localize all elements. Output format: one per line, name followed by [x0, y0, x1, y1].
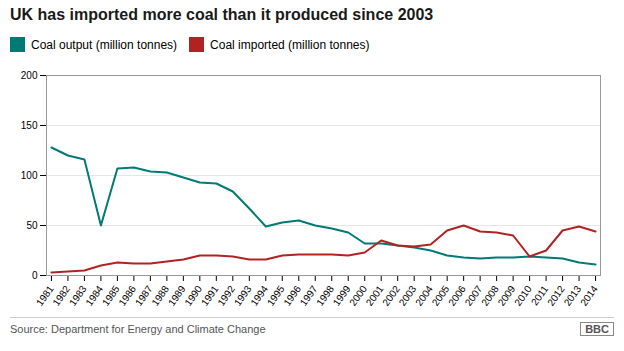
svg-text:1984: 1984: [83, 283, 106, 308]
svg-text:2000: 2000: [347, 283, 369, 308]
svg-text:1988: 1988: [149, 283, 172, 308]
svg-text:1989: 1989: [165, 283, 188, 308]
svg-text:2011: 2011: [529, 283, 551, 308]
svg-text:1993: 1993: [231, 283, 254, 308]
svg-text:50: 50: [26, 220, 38, 231]
svg-text:1983: 1983: [66, 283, 89, 308]
svg-text:1987: 1987: [132, 283, 155, 308]
svg-text:2010: 2010: [512, 283, 534, 308]
html-text:UK has imported more coal than: UK has imported more coal than it produc…: [10, 6, 434, 23]
svg-text:1992: 1992: [215, 283, 238, 308]
svg-text:1994: 1994: [248, 283, 271, 308]
svg-text:100: 100: [21, 170, 38, 181]
svg-text:0: 0: [32, 270, 38, 281]
svg-text:1990: 1990: [182, 283, 205, 308]
svg-text:1986: 1986: [116, 283, 139, 308]
svg-text:1991: 1991: [198, 283, 221, 308]
svg-text:150: 150: [21, 120, 38, 131]
svg-text:2013: 2013: [561, 283, 584, 308]
html-text:Coal output (million tonnes): Coal output (million tonnes): [31, 37, 178, 52]
svg-text:1997: 1997: [297, 283, 320, 308]
svg-text:1982: 1982: [50, 283, 73, 308]
svg-text:1981: 1981: [33, 283, 56, 308]
html-text:BBC: BBC: [585, 323, 609, 335]
svg-text:200: 200: [21, 70, 38, 81]
svg-text:1985: 1985: [99, 283, 122, 308]
svg-text:2014: 2014: [578, 283, 600, 308]
svg-text:1996: 1996: [281, 283, 303, 308]
svg-text:2012: 2012: [545, 283, 567, 308]
svg-text:1995: 1995: [264, 283, 287, 308]
html-text:Source: Department for Energy: Source: Department for Energy and Climat…: [10, 323, 266, 335]
svg-text:2007: 2007: [462, 283, 485, 308]
svg-text:2008: 2008: [479, 283, 501, 308]
svg-text:2006: 2006: [446, 283, 468, 308]
svg-text:2009: 2009: [495, 283, 518, 308]
svg-text:1998: 1998: [314, 283, 336, 308]
svg-text:1999: 1999: [330, 283, 353, 308]
svg-text:2005: 2005: [429, 283, 452, 308]
svg-text:2002: 2002: [380, 283, 402, 308]
svg-text:2004: 2004: [413, 283, 435, 308]
svg-text:2003: 2003: [396, 283, 419, 308]
svg-text:2001: 2001: [363, 283, 386, 308]
html-text:Coal imported (million tonnes): Coal imported (million tonnes): [210, 37, 370, 52]
